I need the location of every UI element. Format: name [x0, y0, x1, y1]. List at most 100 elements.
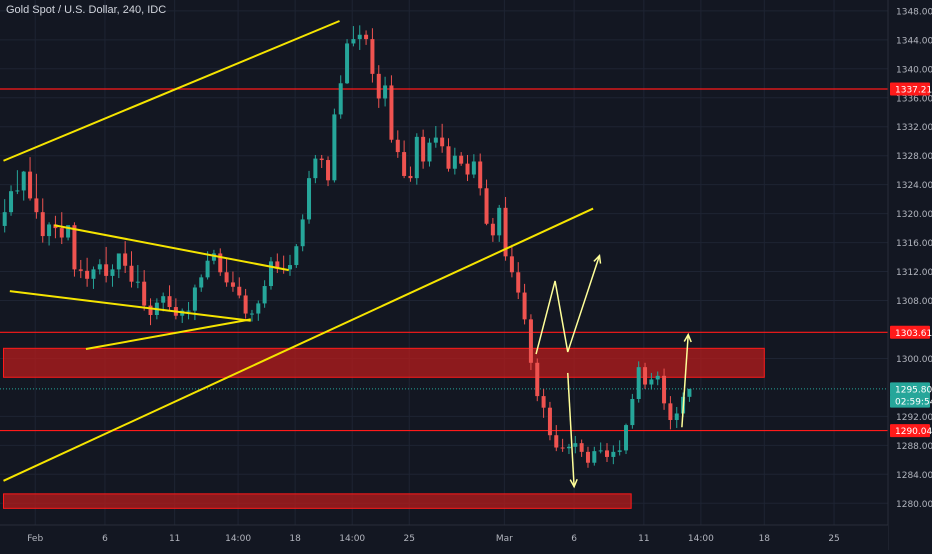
- time-axis-bg: [0, 525, 888, 550]
- candle: [516, 272, 521, 293]
- candle: [78, 269, 83, 271]
- candle: [446, 146, 451, 169]
- candle: [15, 190, 20, 192]
- price-tick-label: 1316.00: [896, 239, 932, 249]
- candle: [370, 39, 375, 74]
- candle: [40, 212, 45, 237]
- time-tick-label: 11: [638, 534, 649, 544]
- candle: [389, 85, 394, 140]
- price-label-box: [890, 82, 930, 96]
- time-tick-label: 11: [169, 534, 180, 544]
- price-label-box: [890, 325, 930, 339]
- arrow-head: [593, 253, 602, 264]
- candle: [566, 446, 571, 449]
- candle: [598, 450, 603, 452]
- trendline: [85, 318, 251, 351]
- candle: [452, 155, 457, 169]
- candles: [2, 25, 692, 468]
- candle: [611, 451, 616, 457]
- candle: [332, 114, 337, 181]
- price-tick-label: 1308.00: [896, 297, 932, 307]
- horizontal-levels: [0, 88, 888, 432]
- candle: [135, 281, 140, 283]
- time-tick-label: 14:00: [339, 534, 365, 544]
- candle: [104, 264, 109, 276]
- candle: [300, 219, 305, 247]
- candle: [21, 171, 26, 191]
- trendlines: [3, 20, 594, 482]
- candle: [123, 253, 128, 266]
- price-label-box: [890, 382, 930, 396]
- zone-rect: [3, 493, 632, 509]
- candle: [535, 362, 540, 397]
- candle: [357, 34, 362, 40]
- candle: [9, 191, 14, 213]
- candle: [294, 246, 299, 266]
- candle: [275, 261, 280, 269]
- candle: [268, 261, 273, 287]
- candle: [674, 413, 679, 420]
- candle: [262, 286, 267, 304]
- price-label-box: [890, 424, 930, 438]
- price-tick-label: 1300.00: [896, 355, 932, 365]
- candle: [541, 396, 546, 408]
- candle: [85, 270, 90, 279]
- candle: [249, 313, 254, 315]
- time-tick-label: 18: [289, 534, 301, 544]
- candle: [478, 161, 483, 189]
- price-label: 1337.21: [895, 85, 932, 95]
- price-tick-label: 1324.00: [896, 181, 932, 191]
- candle: [465, 163, 470, 175]
- candle: [110, 269, 115, 276]
- price-tick-label: 1340.00: [896, 65, 932, 75]
- candle: [655, 375, 660, 380]
- candle: [484, 188, 489, 224]
- price-tick-label: 1292.00: [896, 413, 932, 423]
- candle: [421, 136, 426, 162]
- candle: [649, 379, 654, 385]
- candle: [326, 160, 331, 181]
- time-tick-label: 14:00: [688, 534, 714, 544]
- candle: [573, 443, 578, 447]
- arrow-path: [567, 372, 575, 487]
- candle: [351, 39, 356, 44]
- price-tick-label: 1328.00: [896, 152, 932, 162]
- candle: [547, 407, 552, 436]
- price-tick-label: 1336.00: [896, 94, 932, 104]
- price-axis[interactable]: 1348.00 1344.00 1340.00 1336.00 1332.00 1328.…: [887, 0, 932, 550]
- candle: [554, 435, 559, 448]
- candle: [142, 281, 147, 306]
- candle: [528, 319, 533, 363]
- candle: [395, 139, 400, 153]
- arrow-path: [681, 334, 689, 428]
- candle: [687, 388, 692, 397]
- candle: [2, 212, 7, 226]
- time-tick-label: 6: [102, 534, 108, 544]
- chart-title: Gold Spot / U.S. Dollar, 240, IDC: [6, 4, 167, 16]
- candle: [605, 450, 609, 457]
- candle: [636, 367, 641, 399]
- candle: [256, 303, 261, 314]
- candle: [383, 85, 388, 99]
- trendline: [3, 207, 594, 482]
- candle: [28, 171, 33, 199]
- time-tick-label: 6: [571, 534, 577, 544]
- arrow-head: [569, 478, 578, 489]
- candle: [192, 287, 197, 311]
- price-label: 1290.04: [895, 427, 932, 437]
- time-tick-label: 14:00: [225, 534, 251, 544]
- price-label-box: [890, 394, 930, 408]
- candle: [66, 225, 71, 238]
- time-axis[interactable]: Feb 6 11 14:00 18 14:00 25 Mar 6 11 14:00 18 25: [0, 524, 888, 550]
- candle: [364, 34, 369, 40]
- candle: [224, 272, 229, 283]
- candle: [205, 260, 210, 278]
- price-label: 1303.61: [895, 329, 932, 339]
- time-tick-label: 25: [828, 534, 839, 544]
- candle: [72, 225, 77, 270]
- candle: [402, 152, 407, 176]
- candle: [59, 228, 64, 238]
